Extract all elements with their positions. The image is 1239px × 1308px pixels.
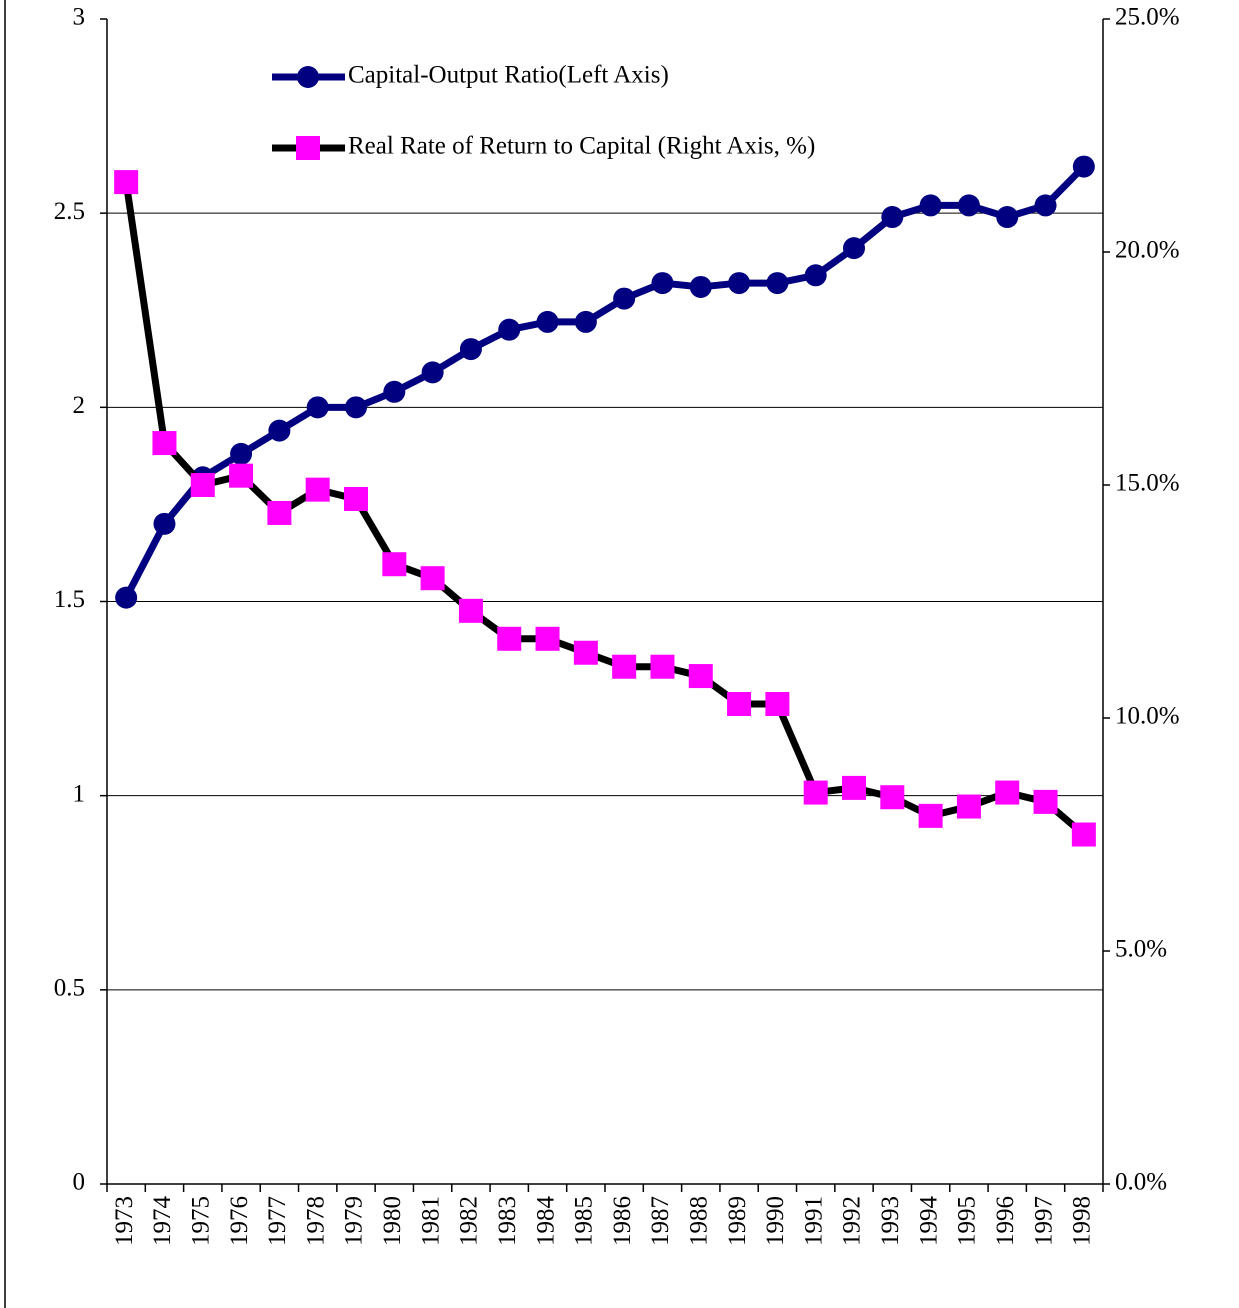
y2-tick-label: 10.0%	[1115, 703, 1180, 730]
point	[267, 500, 292, 525]
point	[1072, 155, 1095, 178]
x-tick-label: 1987	[647, 1196, 674, 1246]
x-tick-label: 1982	[456, 1196, 483, 1246]
point	[1071, 822, 1096, 847]
point	[765, 692, 790, 717]
x-tick-label: 1975	[188, 1196, 215, 1246]
y2-tick-label: 20.0%	[1115, 237, 1180, 264]
x-tick-label: 1997	[1030, 1196, 1057, 1246]
point	[305, 477, 330, 502]
point	[728, 272, 751, 295]
x-tick-label: 1981	[417, 1196, 444, 1246]
point	[957, 194, 980, 217]
x-tick-label: 1974	[149, 1196, 176, 1247]
x-tick-label: 1990	[762, 1196, 789, 1246]
x-tick-label: 1995	[954, 1196, 981, 1246]
x-tick-label: 1986	[609, 1196, 636, 1246]
point	[420, 566, 445, 591]
point	[843, 237, 865, 260]
point	[804, 264, 827, 287]
point	[612, 654, 637, 679]
x-tick-label: 1991	[800, 1196, 827, 1246]
point	[688, 664, 713, 689]
point	[345, 396, 367, 419]
legend-label: Capital-Output Ratio(Left Axis)	[348, 62, 669, 89]
point	[229, 463, 254, 488]
point	[842, 775, 866, 800]
x-tick-label: 1984	[532, 1196, 559, 1247]
point	[152, 431, 177, 456]
point	[918, 803, 943, 828]
legend-label: Real Rate of Return to Capital (Right Ax…	[348, 133, 815, 160]
x-tick-label: 1980	[379, 1196, 406, 1246]
point	[498, 318, 521, 341]
point	[689, 275, 712, 298]
y-tick-label: 0.5	[54, 975, 85, 1002]
x-tick-label: 1973	[111, 1196, 138, 1246]
point	[115, 586, 138, 609]
point	[1033, 789, 1058, 814]
x-tick-label: 1988	[686, 1196, 713, 1246]
x-tick-label: 1978	[302, 1196, 329, 1246]
point	[382, 552, 407, 577]
y2-tick-label: 15.0%	[1115, 470, 1180, 497]
point	[230, 442, 253, 465]
x-tick-label: 1994	[915, 1196, 942, 1247]
x-tick-label: 1989	[724, 1196, 751, 1246]
point	[996, 206, 1019, 229]
y-tick-label: 2	[73, 392, 86, 419]
point	[306, 396, 329, 419]
y-tick-label: 3	[73, 4, 86, 31]
y2-tick-label: 0.0%	[1115, 1169, 1167, 1196]
point	[344, 486, 368, 511]
x-tick-label: 1993	[877, 1196, 904, 1246]
point	[190, 473, 215, 497]
point	[956, 794, 981, 819]
point	[268, 419, 291, 442]
point	[613, 287, 636, 310]
y2-tick-label: 25.0%	[1115, 4, 1180, 31]
x-tick-label: 1996	[992, 1196, 1019, 1246]
point	[919, 194, 942, 217]
x-tick-label: 1983	[494, 1196, 521, 1246]
x-tick-label: 1985	[571, 1196, 598, 1246]
y-tick-label: 2.5	[54, 198, 85, 225]
series-line	[123, 164, 1087, 600]
point	[574, 310, 597, 333]
point	[459, 338, 482, 361]
x-tick-label: 1976	[226, 1196, 253, 1246]
x-tick-label: 1998	[1069, 1196, 1096, 1246]
point	[458, 598, 483, 623]
point	[880, 785, 905, 810]
point	[995, 780, 1020, 805]
point	[383, 380, 406, 403]
legend-marker	[297, 66, 319, 88]
point	[651, 272, 674, 295]
point	[421, 361, 444, 384]
point	[535, 626, 560, 651]
point	[727, 692, 752, 717]
x-tick-label: 1979	[341, 1196, 368, 1246]
y-tick-label: 1.5	[54, 586, 85, 613]
point	[766, 272, 789, 295]
y-tick-label: 1	[73, 780, 86, 807]
point	[536, 310, 559, 333]
point	[497, 626, 522, 651]
point	[573, 640, 598, 665]
point	[650, 654, 675, 679]
y2-tick-label: 5.0%	[1115, 936, 1167, 963]
x-tick-label: 1992	[839, 1196, 866, 1246]
point	[803, 780, 828, 805]
point	[881, 206, 904, 229]
point	[114, 170, 139, 195]
x-tick-label: 1977	[264, 1196, 291, 1246]
point	[1034, 194, 1057, 217]
legend-marker	[296, 136, 320, 160]
point	[153, 512, 176, 535]
y-tick-label: 0	[73, 1169, 86, 1196]
